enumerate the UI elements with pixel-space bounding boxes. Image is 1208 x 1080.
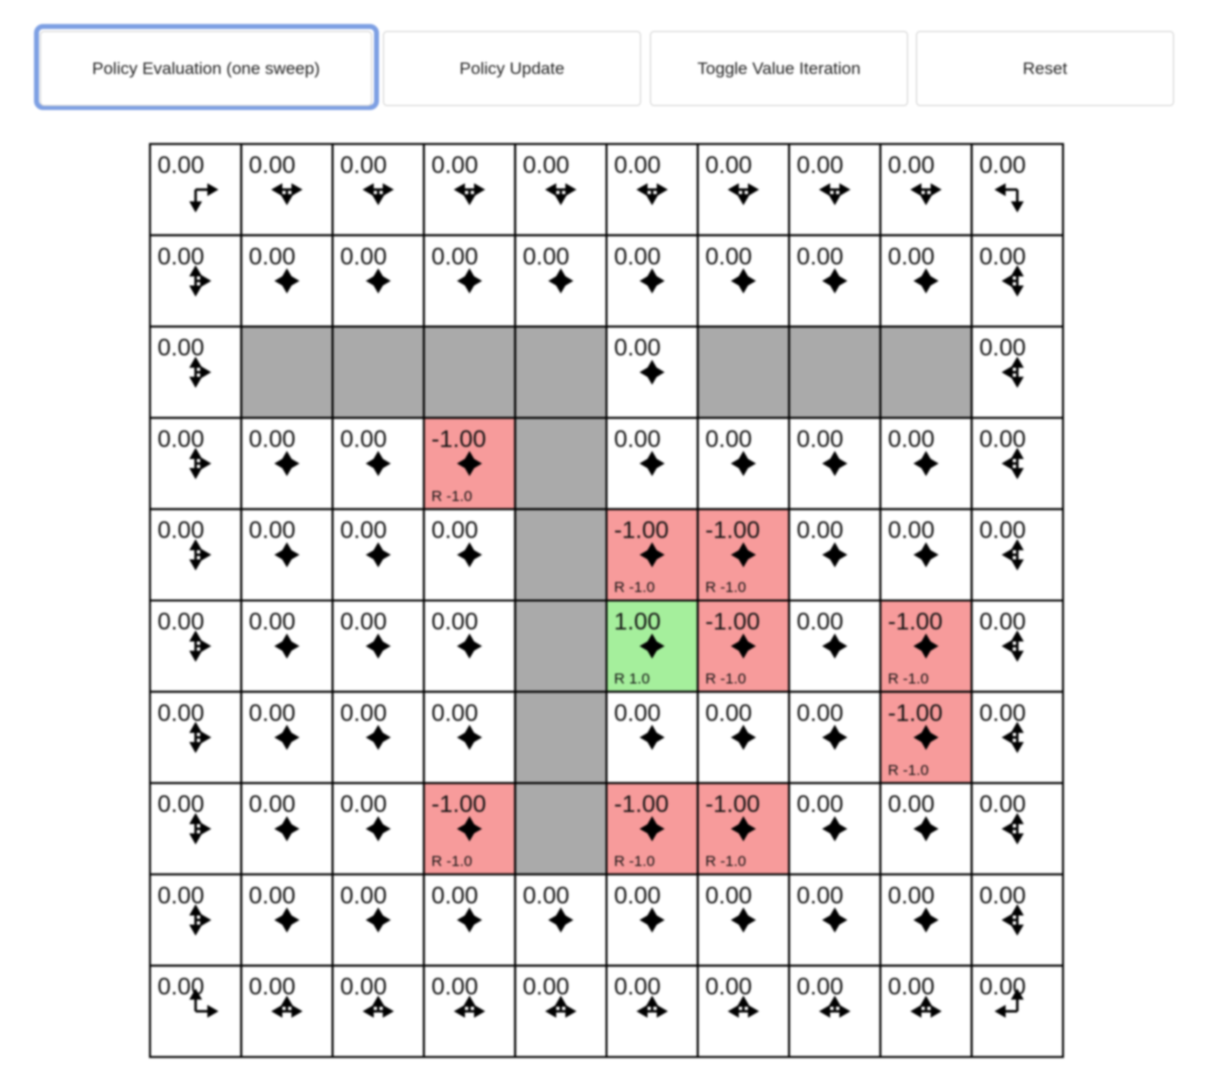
svg-text:0.00: 0.00	[157, 152, 204, 179]
svg-text:0.00: 0.00	[979, 882, 1026, 909]
svg-text:R -1.0: R -1.0	[614, 853, 655, 870]
svg-text:0.00: 0.00	[614, 882, 661, 909]
svg-text:R -1.0: R -1.0	[614, 579, 655, 596]
svg-text:0.00: 0.00	[796, 882, 843, 909]
svg-text:1.00: 1.00	[614, 608, 661, 635]
svg-text:R -1.0: R -1.0	[887, 670, 928, 687]
svg-text:0.00: 0.00	[340, 882, 387, 909]
svg-text:0.00: 0.00	[340, 699, 387, 726]
svg-text:0.00: 0.00	[431, 973, 478, 1000]
svg-text:0.00: 0.00	[614, 152, 661, 179]
svg-text:0.00: 0.00	[431, 517, 478, 544]
svg-text:0.00: 0.00	[796, 152, 843, 179]
svg-text:0.00: 0.00	[705, 243, 752, 270]
svg-text:R -1.0: R -1.0	[705, 853, 746, 870]
svg-text:0.00: 0.00	[522, 152, 569, 179]
svg-text:0.00: 0.00	[248, 243, 295, 270]
svg-text:0.00: 0.00	[887, 425, 934, 452]
svg-text:0.00: 0.00	[340, 791, 387, 818]
svg-text:0.00: 0.00	[340, 243, 387, 270]
svg-text:0.00: 0.00	[705, 973, 752, 1000]
svg-text:0.00: 0.00	[796, 425, 843, 452]
svg-text:0.00: 0.00	[614, 243, 661, 270]
svg-text:0.00: 0.00	[979, 699, 1026, 726]
svg-text:R 1.0: R 1.0	[614, 670, 650, 687]
svg-text:0.00: 0.00	[340, 517, 387, 544]
svg-text:0.00: 0.00	[248, 608, 295, 635]
svg-text:0.00: 0.00	[248, 425, 295, 452]
svg-text:0.00: 0.00	[522, 882, 569, 909]
svg-text:R -1.0: R -1.0	[431, 853, 472, 870]
svg-text:-1.00: -1.00	[614, 517, 669, 544]
svg-text:0.00: 0.00	[522, 973, 569, 1000]
svg-text:0.00: 0.00	[979, 608, 1026, 635]
svg-text:0.00: 0.00	[705, 425, 752, 452]
svg-text:0.00: 0.00	[248, 699, 295, 726]
svg-text:0.00: 0.00	[431, 882, 478, 909]
svg-text:0.00: 0.00	[796, 791, 843, 818]
svg-text:0.00: 0.00	[157, 699, 204, 726]
svg-text:0.00: 0.00	[614, 425, 661, 452]
svg-text:R -1.0: R -1.0	[887, 761, 928, 778]
svg-text:0.00: 0.00	[887, 243, 934, 270]
svg-text:0.00: 0.00	[340, 425, 387, 452]
svg-text:-1.00: -1.00	[705, 608, 760, 635]
svg-text:0.00: 0.00	[705, 152, 752, 179]
svg-text:0.00: 0.00	[887, 791, 934, 818]
svg-text:0.00: 0.00	[248, 152, 295, 179]
svg-text:0.00: 0.00	[157, 425, 204, 452]
svg-text:0.00: 0.00	[887, 882, 934, 909]
svg-text:0.00: 0.00	[979, 791, 1026, 818]
svg-text:0.00: 0.00	[614, 334, 661, 361]
svg-text:0.00: 0.00	[979, 334, 1026, 361]
svg-text:0.00: 0.00	[157, 882, 204, 909]
svg-text:0.00: 0.00	[157, 791, 204, 818]
svg-text:0.00: 0.00	[705, 699, 752, 726]
svg-text:0.00: 0.00	[522, 243, 569, 270]
svg-text:0.00: 0.00	[431, 243, 478, 270]
svg-text:0.00: 0.00	[796, 243, 843, 270]
svg-text:-1.00: -1.00	[705, 517, 760, 544]
svg-text:0.00: 0.00	[979, 517, 1026, 544]
svg-text:-1.00: -1.00	[614, 791, 669, 818]
svg-text:0.00: 0.00	[431, 152, 478, 179]
svg-text:-1.00: -1.00	[887, 608, 942, 635]
svg-text:-1.00: -1.00	[431, 425, 486, 452]
svg-text:0.00: 0.00	[887, 973, 934, 1000]
svg-text:-1.00: -1.00	[887, 699, 942, 726]
svg-text:0.00: 0.00	[157, 517, 204, 544]
svg-text:R -1.0: R -1.0	[431, 487, 472, 504]
svg-text:0.00: 0.00	[979, 152, 1026, 179]
svg-text:0.00: 0.00	[614, 973, 661, 1000]
svg-text:0.00: 0.00	[796, 699, 843, 726]
svg-text:0.00: 0.00	[340, 152, 387, 179]
svg-text:0.00: 0.00	[431, 608, 478, 635]
svg-text:0.00: 0.00	[157, 608, 204, 635]
svg-text:-1.00: -1.00	[431, 791, 486, 818]
svg-text:0.00: 0.00	[979, 243, 1026, 270]
svg-text:0.00: 0.00	[157, 243, 204, 270]
svg-text:0.00: 0.00	[248, 791, 295, 818]
svg-text:R -1.0: R -1.0	[705, 670, 746, 687]
svg-text:0.00: 0.00	[705, 882, 752, 909]
svg-text:0.00: 0.00	[248, 973, 295, 1000]
svg-text:0.00: 0.00	[979, 425, 1026, 452]
svg-text:0.00: 0.00	[887, 152, 934, 179]
svg-text:0.00: 0.00	[340, 973, 387, 1000]
svg-text:0.00: 0.00	[614, 699, 661, 726]
svg-text:0.00: 0.00	[431, 699, 478, 726]
svg-text:-1.00: -1.00	[705, 791, 760, 818]
svg-text:0.00: 0.00	[796, 517, 843, 544]
svg-text:0.00: 0.00	[157, 334, 204, 361]
svg-text:0.00: 0.00	[248, 882, 295, 909]
svg-text:0.00: 0.00	[796, 608, 843, 635]
svg-text:0.00: 0.00	[887, 517, 934, 544]
svg-text:0.00: 0.00	[248, 517, 295, 544]
svg-text:0.00: 0.00	[796, 973, 843, 1000]
svg-text:R -1.0: R -1.0	[705, 579, 746, 596]
svg-text:0.00: 0.00	[340, 608, 387, 635]
